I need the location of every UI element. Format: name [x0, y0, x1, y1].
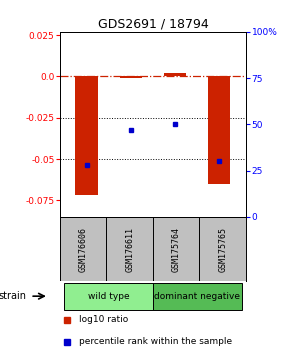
Bar [153, 282, 242, 310]
Bar [208, 76, 230, 184]
Bar [76, 76, 98, 195]
Bar [120, 76, 142, 78]
Bar [64, 282, 153, 310]
Text: strain: strain [0, 291, 26, 301]
Text: GSM175765: GSM175765 [218, 227, 227, 272]
Text: percentile rank within the sample: percentile rank within the sample [79, 337, 232, 346]
Title: GDS2691 / 18794: GDS2691 / 18794 [98, 18, 208, 31]
Text: GSM176606: GSM176606 [79, 227, 88, 272]
Text: GSM175764: GSM175764 [172, 227, 181, 272]
Text: log10 ratio: log10 ratio [79, 315, 128, 324]
Bar [164, 73, 186, 76]
Text: dominant negative: dominant negative [154, 292, 240, 301]
Text: wild type: wild type [88, 292, 130, 301]
Text: GSM176611: GSM176611 [125, 227, 134, 272]
